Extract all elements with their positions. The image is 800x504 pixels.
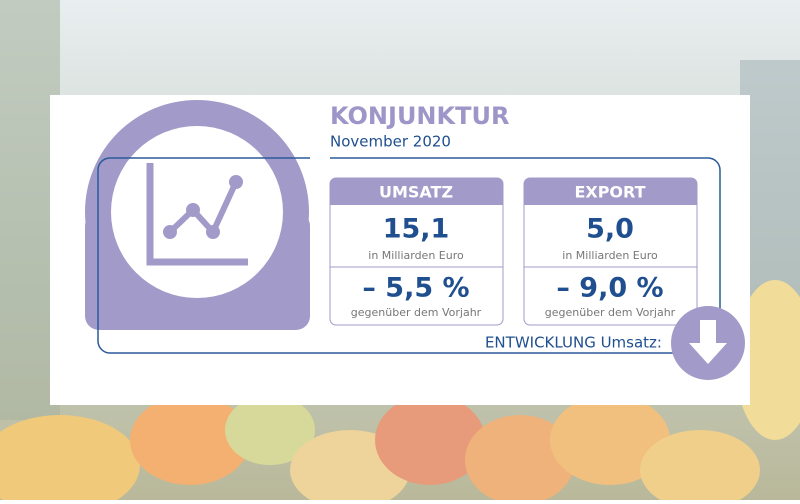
title: KONJUNKTUR [330, 102, 509, 130]
card: EXPORT 5,0 in Milliarden Euro – 9,0 % ge… [523, 177, 698, 326]
trend-arrow [671, 306, 745, 380]
icon-badge [85, 100, 310, 330]
card-change-note: gegenüber dem Vorjahr [351, 306, 482, 319]
card-change: – 5,5 % [362, 273, 469, 304]
card-change-note: gegenüber dem Vorjahr [545, 306, 676, 319]
card-label: UMSATZ [379, 183, 453, 202]
frame [97, 157, 721, 354]
card-change: – 9,0 % [556, 273, 663, 304]
card-unit: in Milliarden Euro [562, 249, 658, 262]
card: UMSATZ 15,1 in Milliarden Euro – 5,5 % g… [329, 177, 504, 326]
card-unit: in Milliarden Euro [368, 249, 464, 262]
subtitle: November 2020 [330, 133, 451, 151]
card-value: 5,0 [586, 214, 634, 245]
frame-gap [310, 150, 330, 350]
card-value: 15,1 [383, 214, 450, 245]
card-label: EXPORT [574, 183, 645, 202]
trend-label: ENTWICKLUNG Umsatz: [485, 334, 662, 352]
